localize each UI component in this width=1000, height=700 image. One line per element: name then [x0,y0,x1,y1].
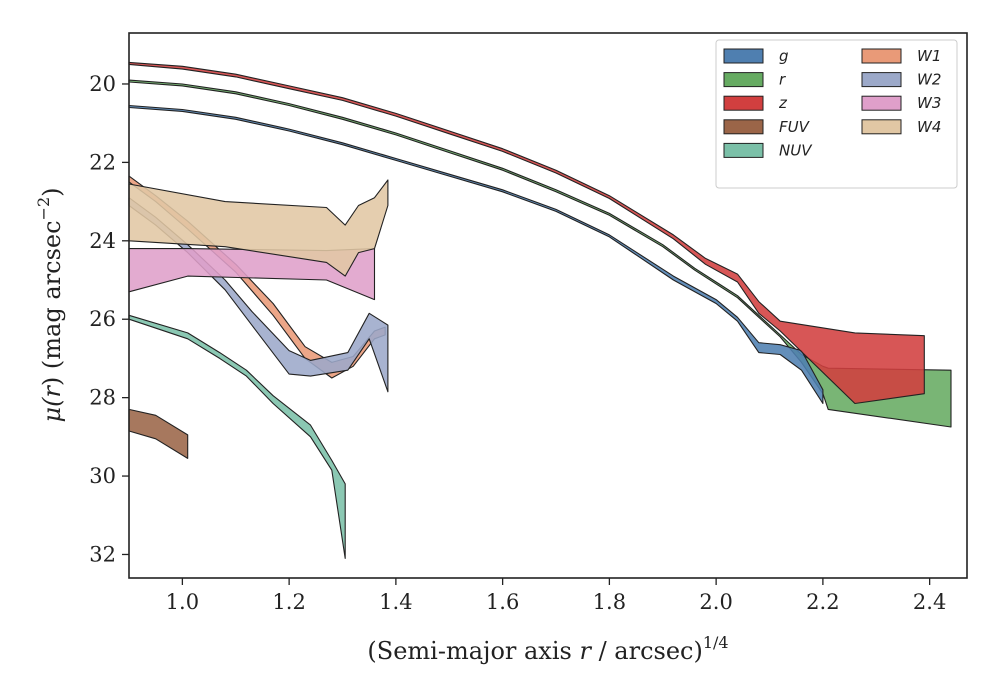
band-z [128,61,925,405]
y-axis-label-var: r [38,385,66,398]
x-tick-label: 1.4 [379,590,412,614]
y-tick-label: 26 [89,307,116,331]
y-axis-label: μ(r) (mag arcsec−2) [34,187,66,422]
legend-swatch-w3 [861,95,902,111]
y-tick-label: 20 [89,72,116,96]
legend-swatch-z [723,95,764,111]
x-tick-label: 2.4 [913,590,946,614]
legend-label-w2: W2 [917,71,941,89]
band-w4 [128,179,389,277]
y-tick-label: 30 [89,464,116,488]
legend-swatch-w2 [861,72,902,88]
legend-label-nuv: NUV [779,141,813,159]
legend-label-z: z [778,94,788,112]
legend-swatch-r [723,72,764,88]
plot-frame [128,32,968,579]
y-axis-label-mid: ) (mag arcsec [38,220,66,386]
legend-items: grz FUV NUV W1 W2 W3 W4 [723,47,941,159]
y-axis-ticks: 20 22 24 26 28 30 32 [89,72,129,566]
legend-swatch-w1 [861,48,902,64]
x-tick-label: 2.2 [806,590,839,614]
profile-bands [128,61,952,559]
x-axis-label-main: (Semi-major axis [367,637,579,665]
legend-swatch-fuv [723,119,764,135]
band-w3 [128,248,376,301]
y-tick-label: 32 [89,542,116,566]
legend-label-w3: W3 [917,94,941,112]
legend-label-fuv: FUV [779,118,811,136]
x-tick-label: 2.0 [699,590,732,614]
band-fuv [128,408,189,459]
y-tick-label: 28 [89,386,116,410]
legend-swatch-nuv [723,142,764,158]
legend-label-w1: W1 [917,47,941,65]
legend-swatch-w4 [861,119,902,135]
y-tick-label: 24 [89,229,116,253]
band-g [128,104,824,405]
legend-swatch-g [723,48,764,64]
band-nuv [128,314,346,559]
legend: grz FUV NUV W1 W2 W3 W4 [715,39,958,189]
x-tick-label: 1.8 [593,590,626,614]
y-tick-label: 22 [89,150,116,174]
x-axis-ticks: 1.0 1.2 1.4 1.6 1.8 2.0 2.2 2.4 [166,578,946,614]
x-tick-label: 1.6 [486,590,519,614]
legend-label-r: r [779,71,786,89]
y-axis-label-end: ) [38,187,66,196]
x-tick-label: 1.2 [272,590,305,614]
x-axis-label: (Semi-major axis r / arcsec)1/4 [367,633,728,665]
x-axis-label-sup: 1/4 [703,633,729,652]
y-axis-label-sym: μ( [38,397,66,423]
x-tick-label: 1.0 [166,590,199,614]
x-axis-label-rest: / arcsec) [591,637,703,665]
legend-label-w4: W4 [917,118,941,136]
x-axis-label-var: r [579,637,592,665]
legend-label-g: g [779,47,789,65]
y-axis-label-sup: −2 [34,197,53,221]
